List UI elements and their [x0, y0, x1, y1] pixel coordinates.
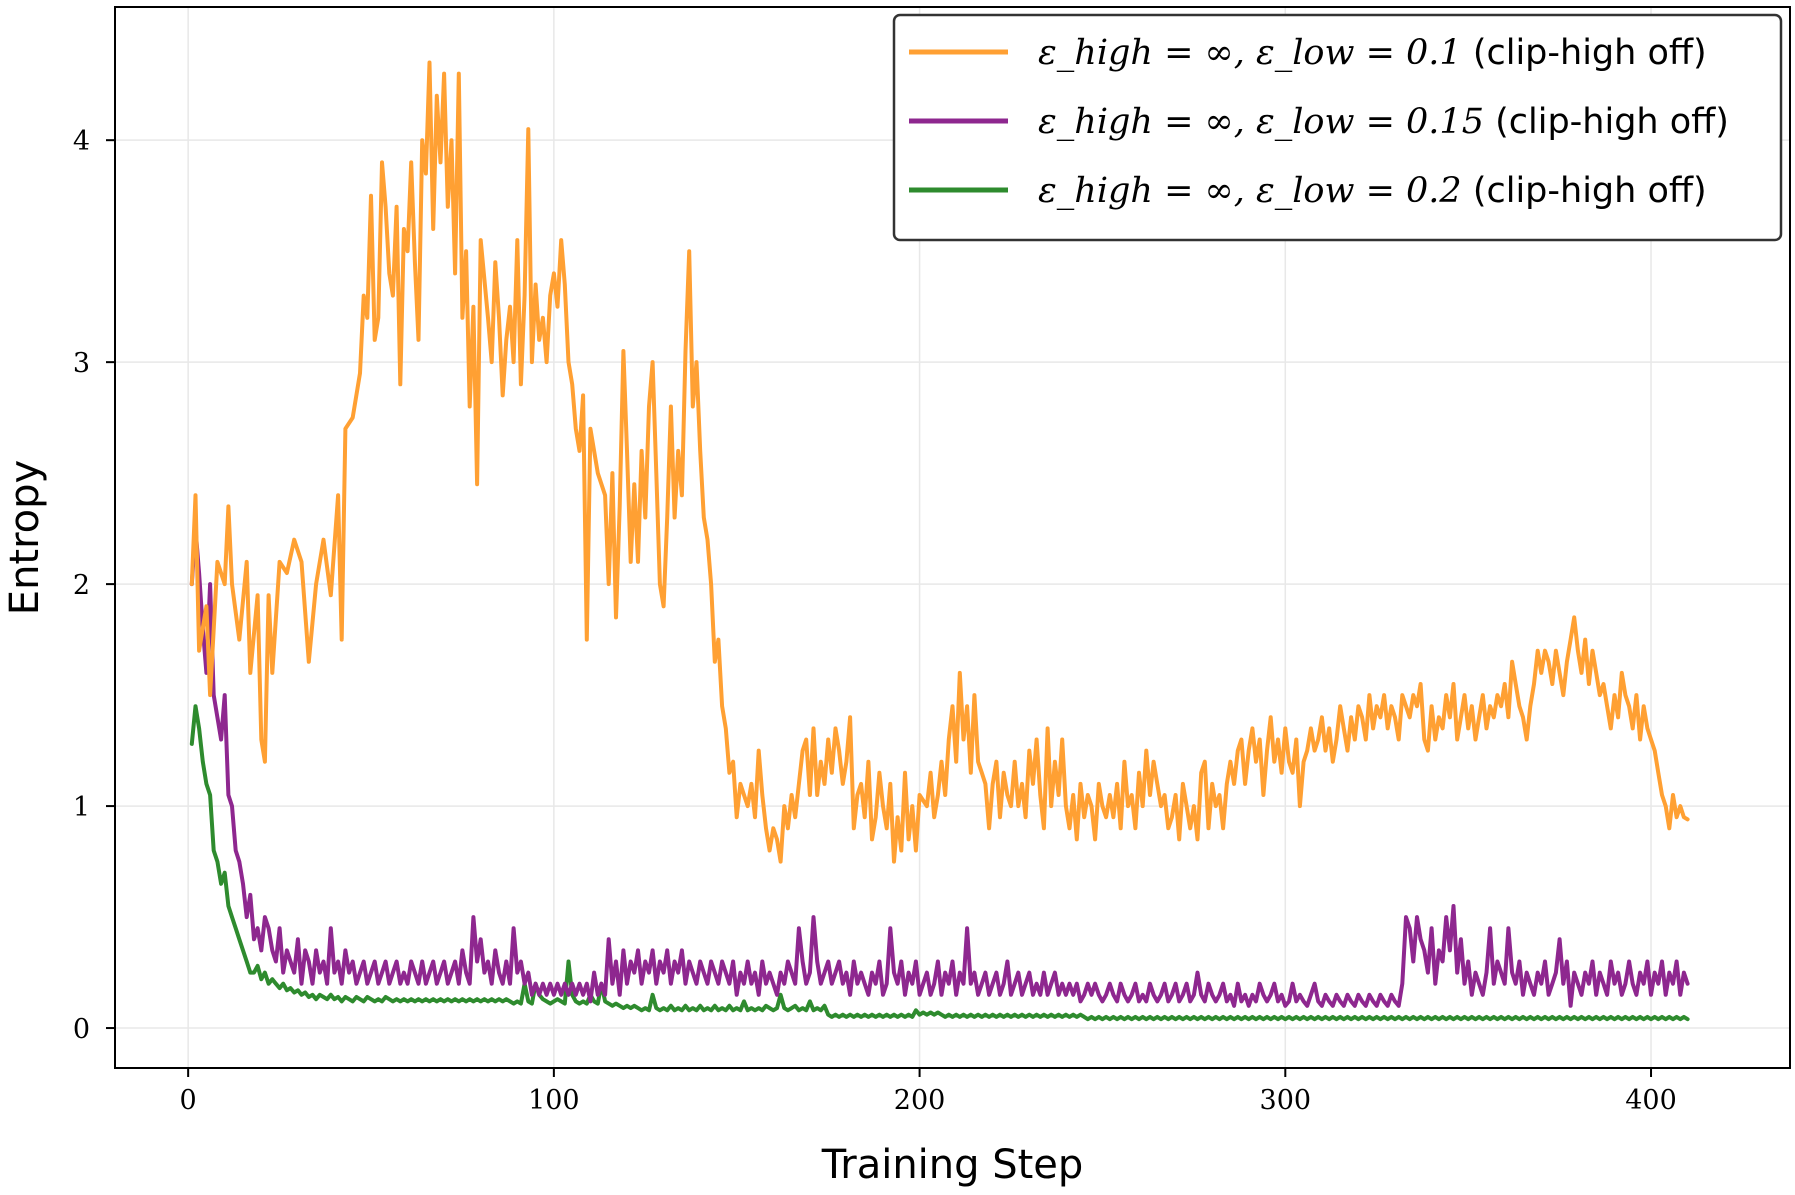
series-line-1	[189, 60, 1690, 864]
legend-math: ε_high = ∞, ε_low = 0.2	[1038, 171, 1473, 211]
x-axis-ticks: 0 100 200 300 400	[180, 1068, 1677, 1116]
legend: ε_high = ∞, ε_low = 0.1 (clip-high off)ε…	[892, 13, 1783, 242]
series-layer	[189, 60, 1690, 1022]
y-tick-label: 4	[73, 126, 90, 157]
x-tick-label: 200	[894, 1085, 946, 1116]
y-axis-ticks: 0 1 2 3 4	[73, 126, 115, 1045]
y-tick-label: 2	[73, 570, 90, 601]
legend-math: ε_high = ∞, ε_low = 0.1	[1038, 33, 1473, 73]
x-tick-label: 400	[1625, 1085, 1677, 1116]
series-line-3	[189, 704, 1690, 1022]
y-tick-label: 1	[73, 792, 90, 823]
y-tick-label: 3	[73, 348, 90, 379]
x-tick-label: 300	[1260, 1085, 1312, 1116]
legend-note: (clip-high off)	[1473, 171, 1707, 211]
series-line-2	[189, 526, 1690, 1008]
legend-note: (clip-high off)	[1473, 33, 1707, 73]
legend-box	[892, 13, 1783, 242]
x-tick-label: 100	[528, 1085, 580, 1116]
plot-frame	[114, 6, 1791, 1069]
y-axis-label: Entropy	[2, 460, 48, 615]
y-tick-label: 0	[73, 1014, 90, 1045]
x-tick-label: 0	[180, 1085, 197, 1116]
legend-math: ε_high = ∞, ε_low = 0.15	[1038, 102, 1495, 142]
x-axis-label: Training Step	[821, 1142, 1084, 1188]
legend-note: (clip-high off)	[1495, 102, 1729, 142]
legend-label-2: ε_high = ∞, ε_low = 0.15 (clip-high off)	[1038, 102, 1729, 142]
legend-label-3: ε_high = ∞, ε_low = 0.2 (clip-high off)	[1038, 171, 1707, 211]
legend-label-1: ε_high = ∞, ε_low = 0.1 (clip-high off)	[1038, 33, 1707, 73]
